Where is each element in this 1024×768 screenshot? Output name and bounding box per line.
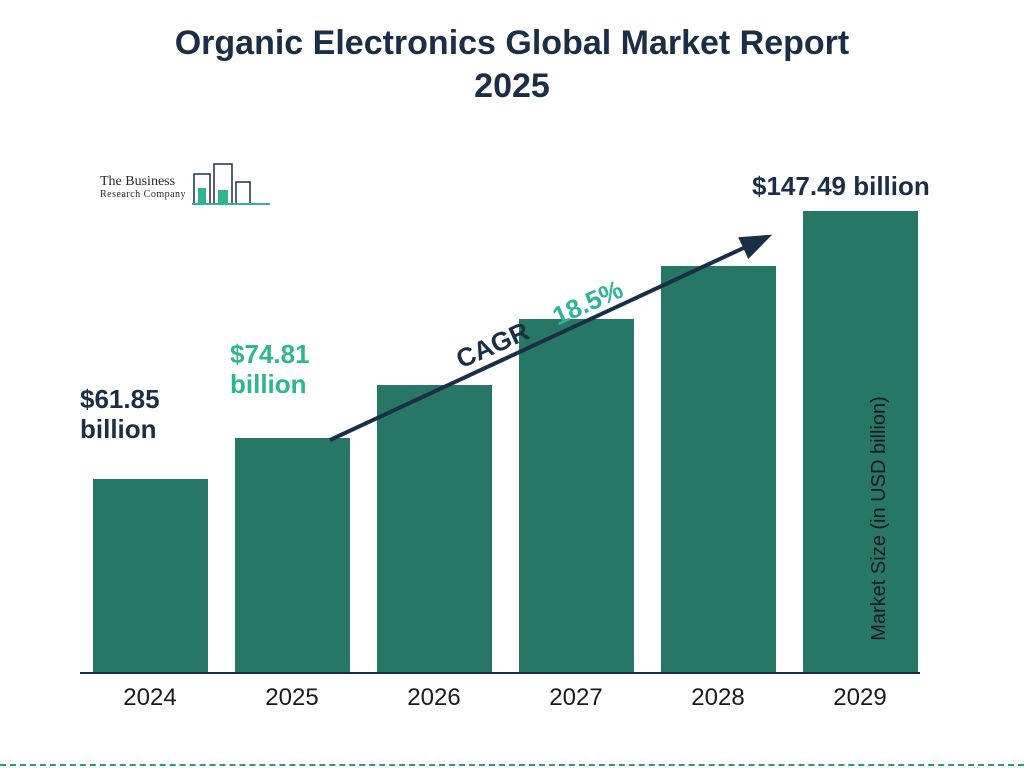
x-tick: 2028 bbox=[658, 684, 778, 712]
x-tick: 2024 bbox=[90, 684, 210, 712]
value-2024-unit: billion bbox=[80, 414, 157, 444]
x-tick: 2025 bbox=[232, 684, 352, 712]
title-line1: Organic Electronics Global Market Report bbox=[175, 24, 850, 62]
x-axis bbox=[80, 672, 920, 674]
dashed-divider bbox=[0, 764, 1024, 766]
bar bbox=[93, 479, 208, 672]
chart-title: Organic Electronics Global Market Report… bbox=[102, 0, 922, 107]
value-label-2025: $74.81 billion bbox=[230, 340, 310, 400]
chart-area: 2024 2025 2026 2027 2028 2029 Market Size (in… bbox=[80, 140, 950, 720]
title-line2: 2025 bbox=[474, 67, 550, 105]
value-label-2029: $147.49 billion bbox=[752, 172, 930, 202]
x-tick: 2027 bbox=[516, 684, 636, 712]
cagr-arrow-icon bbox=[320, 220, 780, 460]
x-tick: 2026 bbox=[374, 684, 494, 712]
bar bbox=[235, 438, 350, 672]
x-tick: 2029 bbox=[800, 684, 920, 712]
value-2024-amount: $61.85 bbox=[80, 384, 160, 414]
bar-col bbox=[232, 438, 352, 672]
bar bbox=[803, 211, 918, 672]
x-tick-labels: 2024 2025 2026 2027 2028 2029 bbox=[80, 684, 930, 712]
value-label-2024: $61.85 billion bbox=[80, 385, 160, 445]
bar-col bbox=[90, 479, 210, 672]
bar-col bbox=[800, 211, 920, 672]
value-2029-text: $147.49 billion bbox=[752, 171, 930, 201]
value-2025-unit: billion bbox=[230, 369, 307, 399]
value-2025-amount: $74.81 bbox=[230, 339, 310, 369]
y-axis-label: Market Size (in USD billion) bbox=[868, 396, 891, 641]
